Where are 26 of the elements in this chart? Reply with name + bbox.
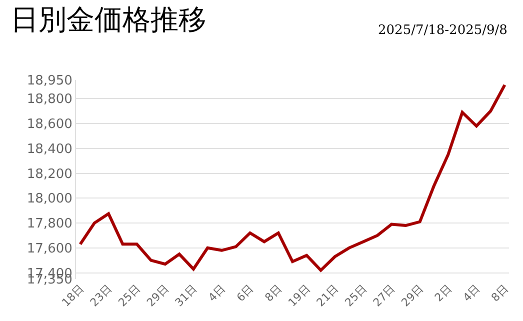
x-tick-label: 23日	[88, 282, 115, 310]
y-tick-label: 18,950	[26, 74, 72, 89]
x-tick-label: 27日	[370, 282, 398, 310]
x-tick-label: 6日	[234, 282, 256, 304]
x-tick-label: 21日	[314, 282, 341, 310]
y-tick-label: 18,200	[26, 166, 72, 182]
x-tick-label: 29日	[398, 282, 426, 310]
y-tick-label: 18,600	[26, 117, 72, 132]
y-tick-label: 18,800	[26, 92, 72, 108]
x-tick-label: 29日	[144, 282, 172, 310]
x-tick-label: 4日	[460, 282, 482, 304]
x-tick-label: 25日	[342, 282, 370, 310]
y-tick-label: 18,400	[26, 142, 72, 157]
chart-subtitle: 2025/7/18-2025/9/8	[378, 23, 508, 38]
x-tick-label: 4日	[206, 282, 228, 304]
x-tick-label: 2日	[432, 282, 454, 304]
y-tick-label: 17,800	[26, 216, 72, 232]
x-tick-label: 25日	[116, 282, 143, 310]
chart-title: 日別金価格推移	[10, 3, 206, 36]
y-tick-label: 17,600	[26, 241, 72, 256]
x-tick-label: 8日	[488, 282, 511, 304]
line-series	[78, 83, 506, 272]
x-tick-label: 19日	[286, 282, 313, 310]
x-tick-label: 31日	[172, 282, 200, 310]
y-tick-label: 18,000	[26, 192, 72, 207]
x-tick-label: 8日	[262, 282, 284, 304]
